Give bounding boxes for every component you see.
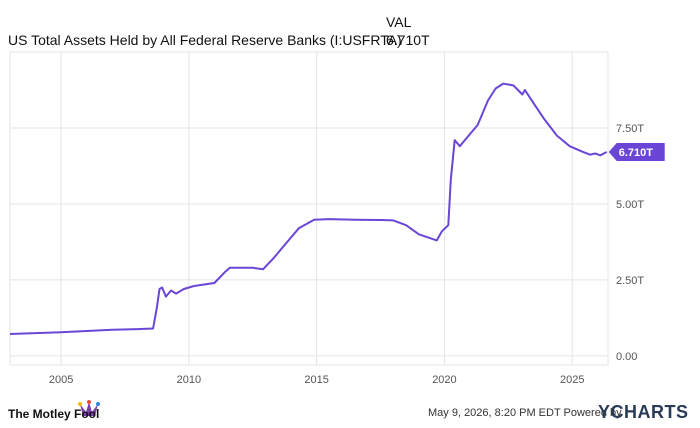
- series-latest-value: 6.710T: [386, 32, 430, 48]
- x-tick-label: 2015: [304, 374, 328, 386]
- y-tick-label: 2.50T: [616, 275, 644, 287]
- plot-frame: [9, 51, 609, 366]
- brand-logo: The Motley Fool: [8, 407, 100, 421]
- footer-date: May 9, 2026, 8:20 PM EDT Powered by: [428, 407, 622, 419]
- y-tick-label: 7.50T: [616, 123, 644, 135]
- x-tick-label: 2025: [560, 374, 584, 386]
- y-tick-label: 0.00: [616, 351, 637, 363]
- end-value-label: 6.710T: [619, 147, 654, 159]
- x-tick-label: 2005: [49, 374, 73, 386]
- x-tick-label: 2010: [177, 374, 201, 386]
- motley-fool-jester-icon: [78, 400, 100, 416]
- end-value-label-bg: [608, 142, 665, 161]
- series-name: US Total Assets Held by All Federal Rese…: [8, 32, 402, 48]
- ycharts-logo: YCHARTS: [598, 402, 689, 422]
- y-tick-label: 5.00T: [616, 199, 644, 211]
- series-line: [9, 82, 608, 335]
- column-header: VAL: [386, 14, 412, 30]
- x-tick-label: 2020: [432, 374, 456, 386]
